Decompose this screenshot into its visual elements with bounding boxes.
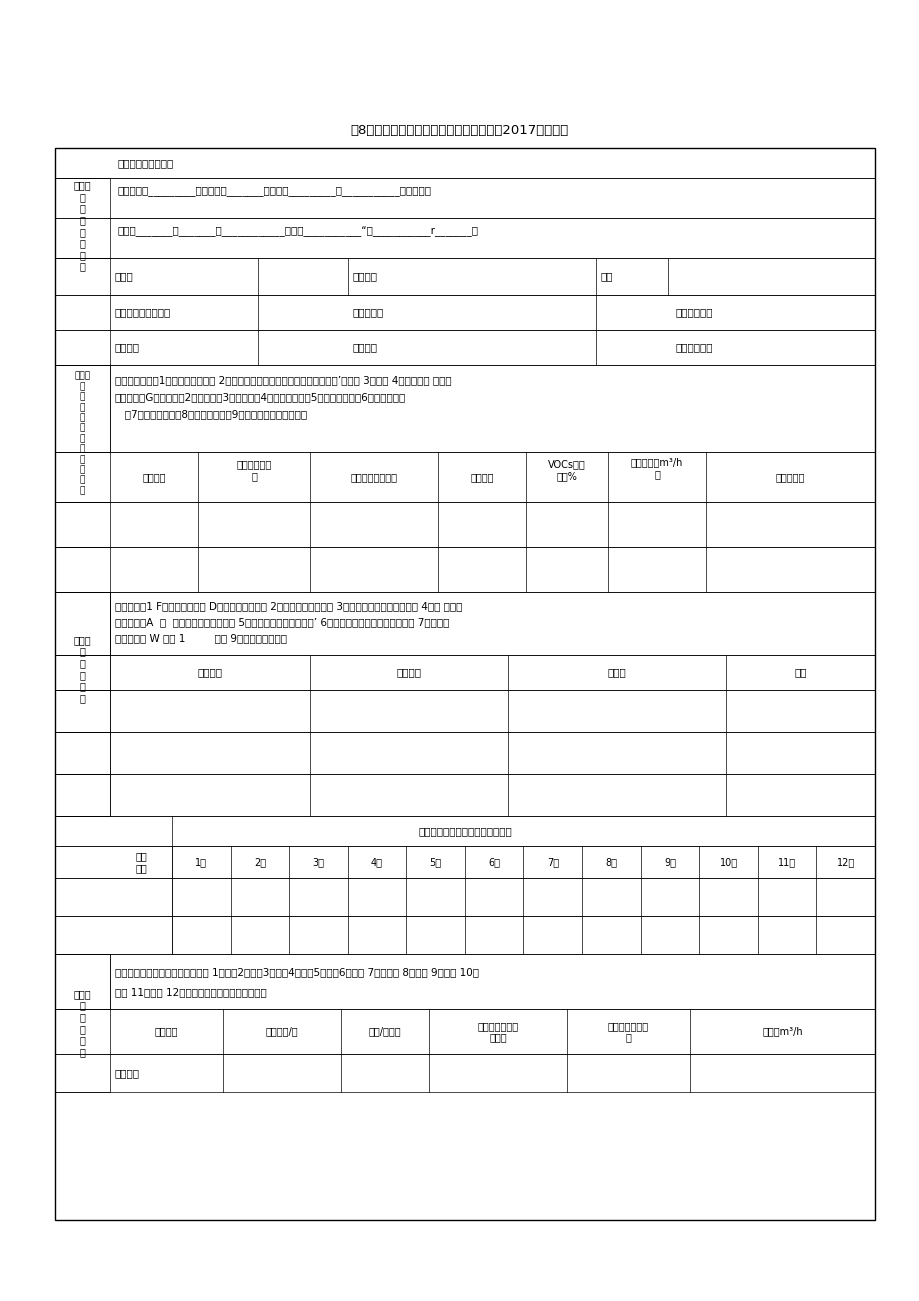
Text: 喷塑 11）封漏 12）其它（填写具体的工序名称）: 喷塑 11）封漏 12）其它（填写具体的工序名称）	[115, 987, 267, 997]
Bar	[55, 916, 874, 954]
Text: 联系人: 联系人	[115, 272, 133, 281]
Text: 广播电视设 W 和其 1         制造 9）半导体电子原件: 广播电视设 W 和其 1 制造 9）半导体电子原件	[115, 634, 287, 643]
Text: 5月: 5月	[429, 857, 441, 866]
Bar	[55, 546, 110, 592]
Text: 9月: 9月	[664, 857, 675, 866]
Text: 生物质燃料类型1）生物质成型燃料 2）秸秆（玉米、小麦、水稻、高粱、油菜’其它） 3）薄材 4）牢畜粪便 处理技: 生物质燃料类型1）生物质成型燃料 2）秸秆（玉米、小麦、水稻、高粱、油菜’其它）…	[115, 375, 451, 385]
Text: 生物质消耗（吨）: 生物质消耗（吨）	[350, 472, 397, 481]
Text: 锅炉编号: 锅炉编号	[142, 472, 165, 481]
Bar	[55, 654, 874, 690]
Bar	[55, 1054, 874, 1092]
Text: 生产工序类型从下列序号中选择： 1）清流2）蒸的3）光刻4）显待5）刻蛀6）抛光 7）前处理 8）丝印 9）喷漆 10）: 生产工序类型从下列序号中选择： 1）清流2）蒸的3）光刻4）显待5）刻蛀6）抛光…	[115, 967, 479, 977]
Text: 工艺/序数量: 工艺/序数量	[369, 1026, 401, 1037]
Bar	[55, 878, 874, 916]
Text: 产品
名称: 产品 名称	[135, 851, 147, 873]
Text: 产品类型: 产品类型	[396, 667, 421, 678]
Bar	[55, 178, 874, 219]
Bar	[55, 690, 110, 732]
Text: VOCs治理
效率%: VOCs治理 效率%	[548, 459, 585, 481]
Bar	[55, 732, 874, 774]
Text: 单位地址：_________区（县）－_______乡（镇）_________村___________路、门牌号: 单位地址：_________区（县）－_______乡（镇）_________村…	[118, 186, 432, 196]
Text: 产品月产量信息（单位与上相同）: 产品月产量信息（单位与上相同）	[417, 826, 511, 837]
Bar	[55, 366, 874, 451]
Text: 12月: 12月	[835, 857, 854, 866]
Bar	[55, 592, 110, 690]
Text: 联系电话: 联系电话	[353, 272, 378, 281]
Text: 生产车间: 生产车间	[154, 1026, 178, 1037]
Bar	[55, 366, 110, 451]
Text: 邮笱: 邮笱	[600, 272, 613, 281]
Bar	[55, 592, 110, 816]
Bar	[55, 451, 874, 502]
Bar	[55, 546, 874, 592]
Bar	[55, 502, 874, 546]
Bar	[55, 774, 110, 816]
Text: 单位名称（公章）：: 单位名称（公章）：	[118, 157, 174, 168]
Bar	[55, 954, 874, 1010]
Text: 处理技术: 处理技术	[470, 472, 494, 481]
Text: 年生产总值（万元）: 年生产总值（万元）	[115, 307, 171, 317]
Bar	[55, 774, 874, 816]
Text: 11月: 11月	[777, 857, 795, 866]
Bar	[55, 816, 874, 846]
Text: 二、生
物
质
锅
炉
及
废
气
治
理
信
息: 二、生 物 质 锅 炉 及 废 气 治 理 信 息	[74, 372, 90, 496]
Bar	[55, 258, 874, 295]
Text: 1月: 1月	[195, 857, 207, 866]
Text: 行业名称: 行业名称	[115, 342, 140, 353]
Text: 经度：_______度_______分____________秒纬居___________“度___________r_______秒: 经度：_______度_______分____________秒纬居______…	[118, 225, 479, 237]
Bar	[55, 330, 874, 366]
Bar	[55, 219, 874, 258]
Text: 年生产天数: 年生产天数	[353, 307, 384, 317]
Bar	[55, 366, 110, 502]
Text: 生物质燃料类
型: 生物质燃料类 型	[236, 459, 271, 481]
Bar	[55, 502, 110, 546]
Text: 行业代码: 行业代码	[353, 342, 378, 353]
Text: 8月: 8月	[605, 857, 617, 866]
Text: 设备风量（m³/h
）: 设备风量（m³/h ）	[630, 457, 683, 479]
Bar	[55, 690, 874, 732]
Bar	[55, 1010, 874, 1054]
Bar	[55, 148, 874, 1220]
Bar	[55, 592, 110, 654]
Text: 排风量m³/h: 排风量m³/h	[761, 1026, 802, 1037]
Bar	[55, 954, 110, 1092]
Text: （7）専化还原法（8）冷凝净化法（9）其他方法（列出名称）: （7）専化还原法（8）冷凝净化法（9）其他方法（列出名称）	[115, 409, 307, 419]
Bar	[55, 592, 874, 654]
Text: 2月: 2月	[254, 857, 266, 866]
Text: 3月: 3月	[312, 857, 324, 866]
Text: 表8工业设备制造企业调查表（请填报企业2017年数据）: 表8工业设备制造企业调查表（请填报企业2017年数据）	[350, 124, 569, 137]
Text: 10月: 10月	[719, 857, 737, 866]
Text: 7月: 7月	[546, 857, 558, 866]
Text: 三、产
品
产
量
信
息: 三、产 品 产 量 信 息	[74, 635, 91, 703]
Text: 年产量: 年产量	[607, 667, 626, 678]
Bar	[55, 732, 110, 774]
Text: 产品名称: 产品名称	[198, 667, 222, 678]
Bar	[55, 178, 110, 258]
Bar	[55, 258, 110, 366]
Text: 环保验收时间: 环保验收时间	[675, 342, 713, 353]
Text: 日生产小时数: 日生产小时数	[675, 307, 713, 317]
Text: 四、生
产
车
间
信
息: 四、生 产 车 间 信 息	[74, 989, 91, 1056]
Text: 生产工艺/序: 生产工艺/序	[266, 1026, 298, 1037]
Text: 涂装车间: 涂装车间	[115, 1068, 140, 1079]
Bar	[55, 954, 110, 1010]
Text: 对应排气筒: 对应排气筒	[775, 472, 804, 481]
Text: 车间或工艺线是
否密闭: 车间或工艺线是 否密闭	[477, 1021, 518, 1042]
Text: 一、工
业
企
业
基
本
情
况: 一、工 业 企 业 基 本 情 况	[74, 181, 91, 272]
Text: 车间废气排放方
式: 车间废气排放方 式	[607, 1021, 649, 1042]
Text: 路、船船、A  才  元空航天设备制造业、 5）电气机械和器材制造业’ 6）计算机制造、通信设备制造、 7）听设备: 路、船船、A 才 元空航天设备制造业、 5）电气机械和器材制造业’ 6）计算机制…	[115, 617, 448, 627]
Bar	[55, 846, 874, 878]
Text: 单位: 单位	[793, 667, 806, 678]
Bar	[55, 295, 874, 330]
Text: 4月: 4月	[370, 857, 382, 866]
Text: 6月: 6月	[488, 857, 500, 866]
Bar	[55, 148, 874, 178]
Text: 产品类型从1 F列序号中选？： D通用设备制造业、 2）专用设备制造业、 3）汽车零部件及配件制造、 4）铁 也运输: 产品类型从1 F列序号中选？： D通用设备制造业、 2）专用设备制造业、 3）汽…	[115, 601, 462, 611]
Text: 术请选择：G）冷凝法（2）吸收法（3）吸附法（4）直接燃烧法（5）専化燃烧法（6）専化氧化法: 术请选择：G）冷凝法（2）吸收法（3）吸附法（4）直接燃烧法（5）専化燃烧法（6…	[115, 392, 406, 402]
